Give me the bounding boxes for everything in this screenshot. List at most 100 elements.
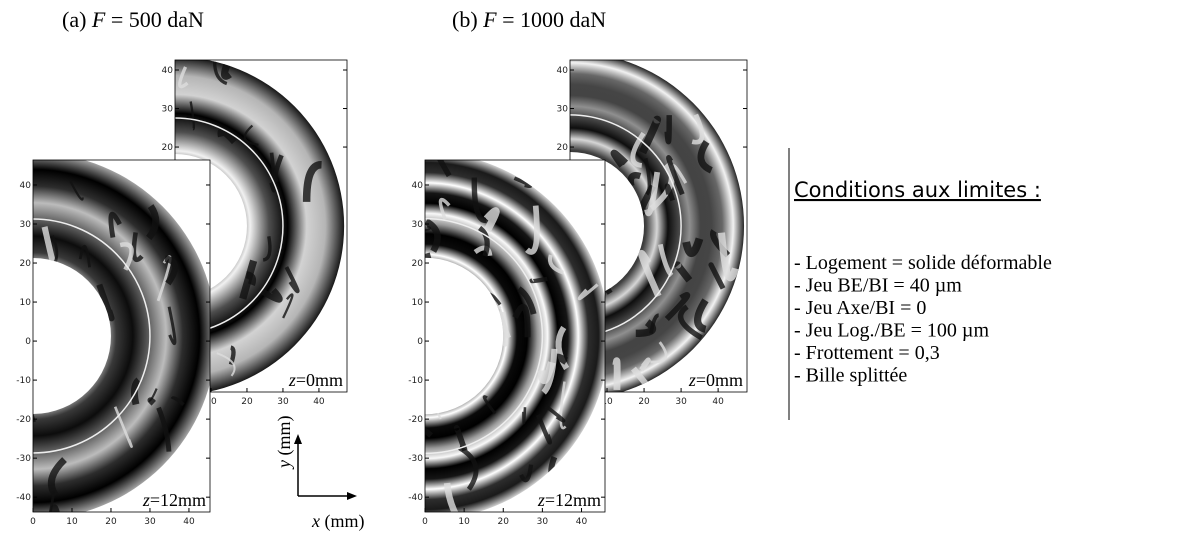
ring-boundary [33,218,151,454]
fringe-stroke [638,249,662,298]
fringe-stroke [691,113,705,145]
fringe-stroke [664,183,676,202]
fringe-stroke [477,225,490,257]
panel-title: (a) F = 500 daN [62,7,204,32]
fringe-stroke [519,464,534,483]
fringe-stroke [432,160,452,178]
fringe-stroke [694,298,709,333]
x-tick-label: 30 [675,397,687,407]
x-tick-label: 10 [601,397,613,407]
y-tick-label: 20 [162,143,174,153]
z-value: =0mm [696,370,743,390]
y-tick-label: -40 [16,493,31,503]
fringe-stroke [96,283,115,322]
fringe-stroke [555,353,568,365]
fringe-stroke [555,325,570,371]
z-symbol: z [288,370,296,390]
y-axis-key: y (mm) [274,416,295,471]
conditions: Conditions aux limites : - Logement = so… [788,148,1052,420]
fringe-stroke [119,242,134,271]
y-tick-label: -20 [408,415,423,425]
ring-boundary [425,217,544,455]
fringe-stroke [164,255,179,286]
fringe-stroke [131,232,144,263]
fringe-stroke [78,245,91,268]
fringe-stroke [220,60,245,80]
z-label: z=12mm [142,490,206,510]
fringe-stroke [483,207,500,233]
fringe-stroke [69,180,84,201]
plot: -40 -30 -20 -10 0 10 20 30 40 0 10 20 30 40 z=12mm [16,159,211,527]
condition-item: - Bille splittée [794,365,907,387]
fringe-stroke [717,232,739,282]
fringe-stroke [130,377,142,406]
x-tick-label: 0 [30,517,36,527]
fringe-stroke [627,172,642,187]
y-tick-label: -10 [16,376,31,386]
x-tick-label: 20 [105,517,117,527]
title-rest: = 1000 daN [502,7,606,32]
y-symbol: y [274,460,294,470]
fringe-stroke [282,293,294,319]
fringe-stroke [513,176,533,189]
fringe-stroke [522,407,527,425]
y-tick-label: -10 [408,376,423,386]
fringe-stroke [529,276,548,284]
fringe-stroke [639,357,651,372]
panel-title: (b) F = 1000 daN [452,7,606,32]
x-axis-key: x (mm) [311,511,365,532]
plot-frame [424,159,606,513]
x-tick-label: 10 [66,517,78,527]
x-arrow-head [347,492,357,500]
x-tick-label: 40 [712,397,724,407]
fringe-stroke [49,504,61,512]
x-tick-label: 30 [144,517,156,527]
fringe-stroke [33,377,36,423]
fringe-stroke [262,236,272,262]
y-tick-label: 0 [25,337,31,347]
fringe-stroke [425,422,433,438]
y-tick-label: 30 [162,105,174,115]
x-tick-label: 30 [537,517,549,527]
title-prefix: (b) [452,7,478,32]
fringe-stroke [635,319,657,337]
x-tick-label: 40 [183,517,195,527]
fringe-stroke [610,149,629,168]
fringe-stroke [167,306,177,346]
condition-item: - Frottement = 0,3 [794,342,940,364]
fringe-stroke [650,341,668,364]
y-tick-label: 20 [557,143,569,153]
ring-boundary [570,114,682,338]
y-tick-label: 30 [20,220,32,230]
title-symbol: F [482,7,497,32]
y-tick-label: 40 [162,66,174,76]
y-tick-label: 20 [20,259,32,269]
x-tick-label: 20 [241,397,253,407]
fringe-stroke [425,218,441,253]
y-tick-label: -30 [16,454,31,464]
y-tick-label: 40 [412,181,424,191]
plot: -40 -30 -20 -10 0 10 20 30 40 0 10 20 30 40 z=12mm [408,159,606,527]
fringe-stroke [284,266,300,294]
title-rest: = 500 daN [111,7,204,32]
ring [175,60,345,392]
y-tick-label: 10 [412,298,424,308]
fringe-stroke [666,155,685,196]
fringe-stroke [170,396,185,407]
fringe-stroke [643,157,652,196]
fringe-stroke [239,259,258,300]
fringe-detail [175,60,322,392]
y-tick-label: 30 [412,220,424,230]
fringe-stroke [471,177,487,224]
fringe-stroke [630,131,646,168]
y-arrow-head [294,434,302,444]
fringe-stroke [664,292,691,322]
z-value: =0mm [296,370,343,390]
x-tick-label: 0 [422,517,428,527]
y-tick-label: 40 [20,181,32,191]
fringe-stroke [535,414,552,445]
fringe-stroke [108,211,122,238]
